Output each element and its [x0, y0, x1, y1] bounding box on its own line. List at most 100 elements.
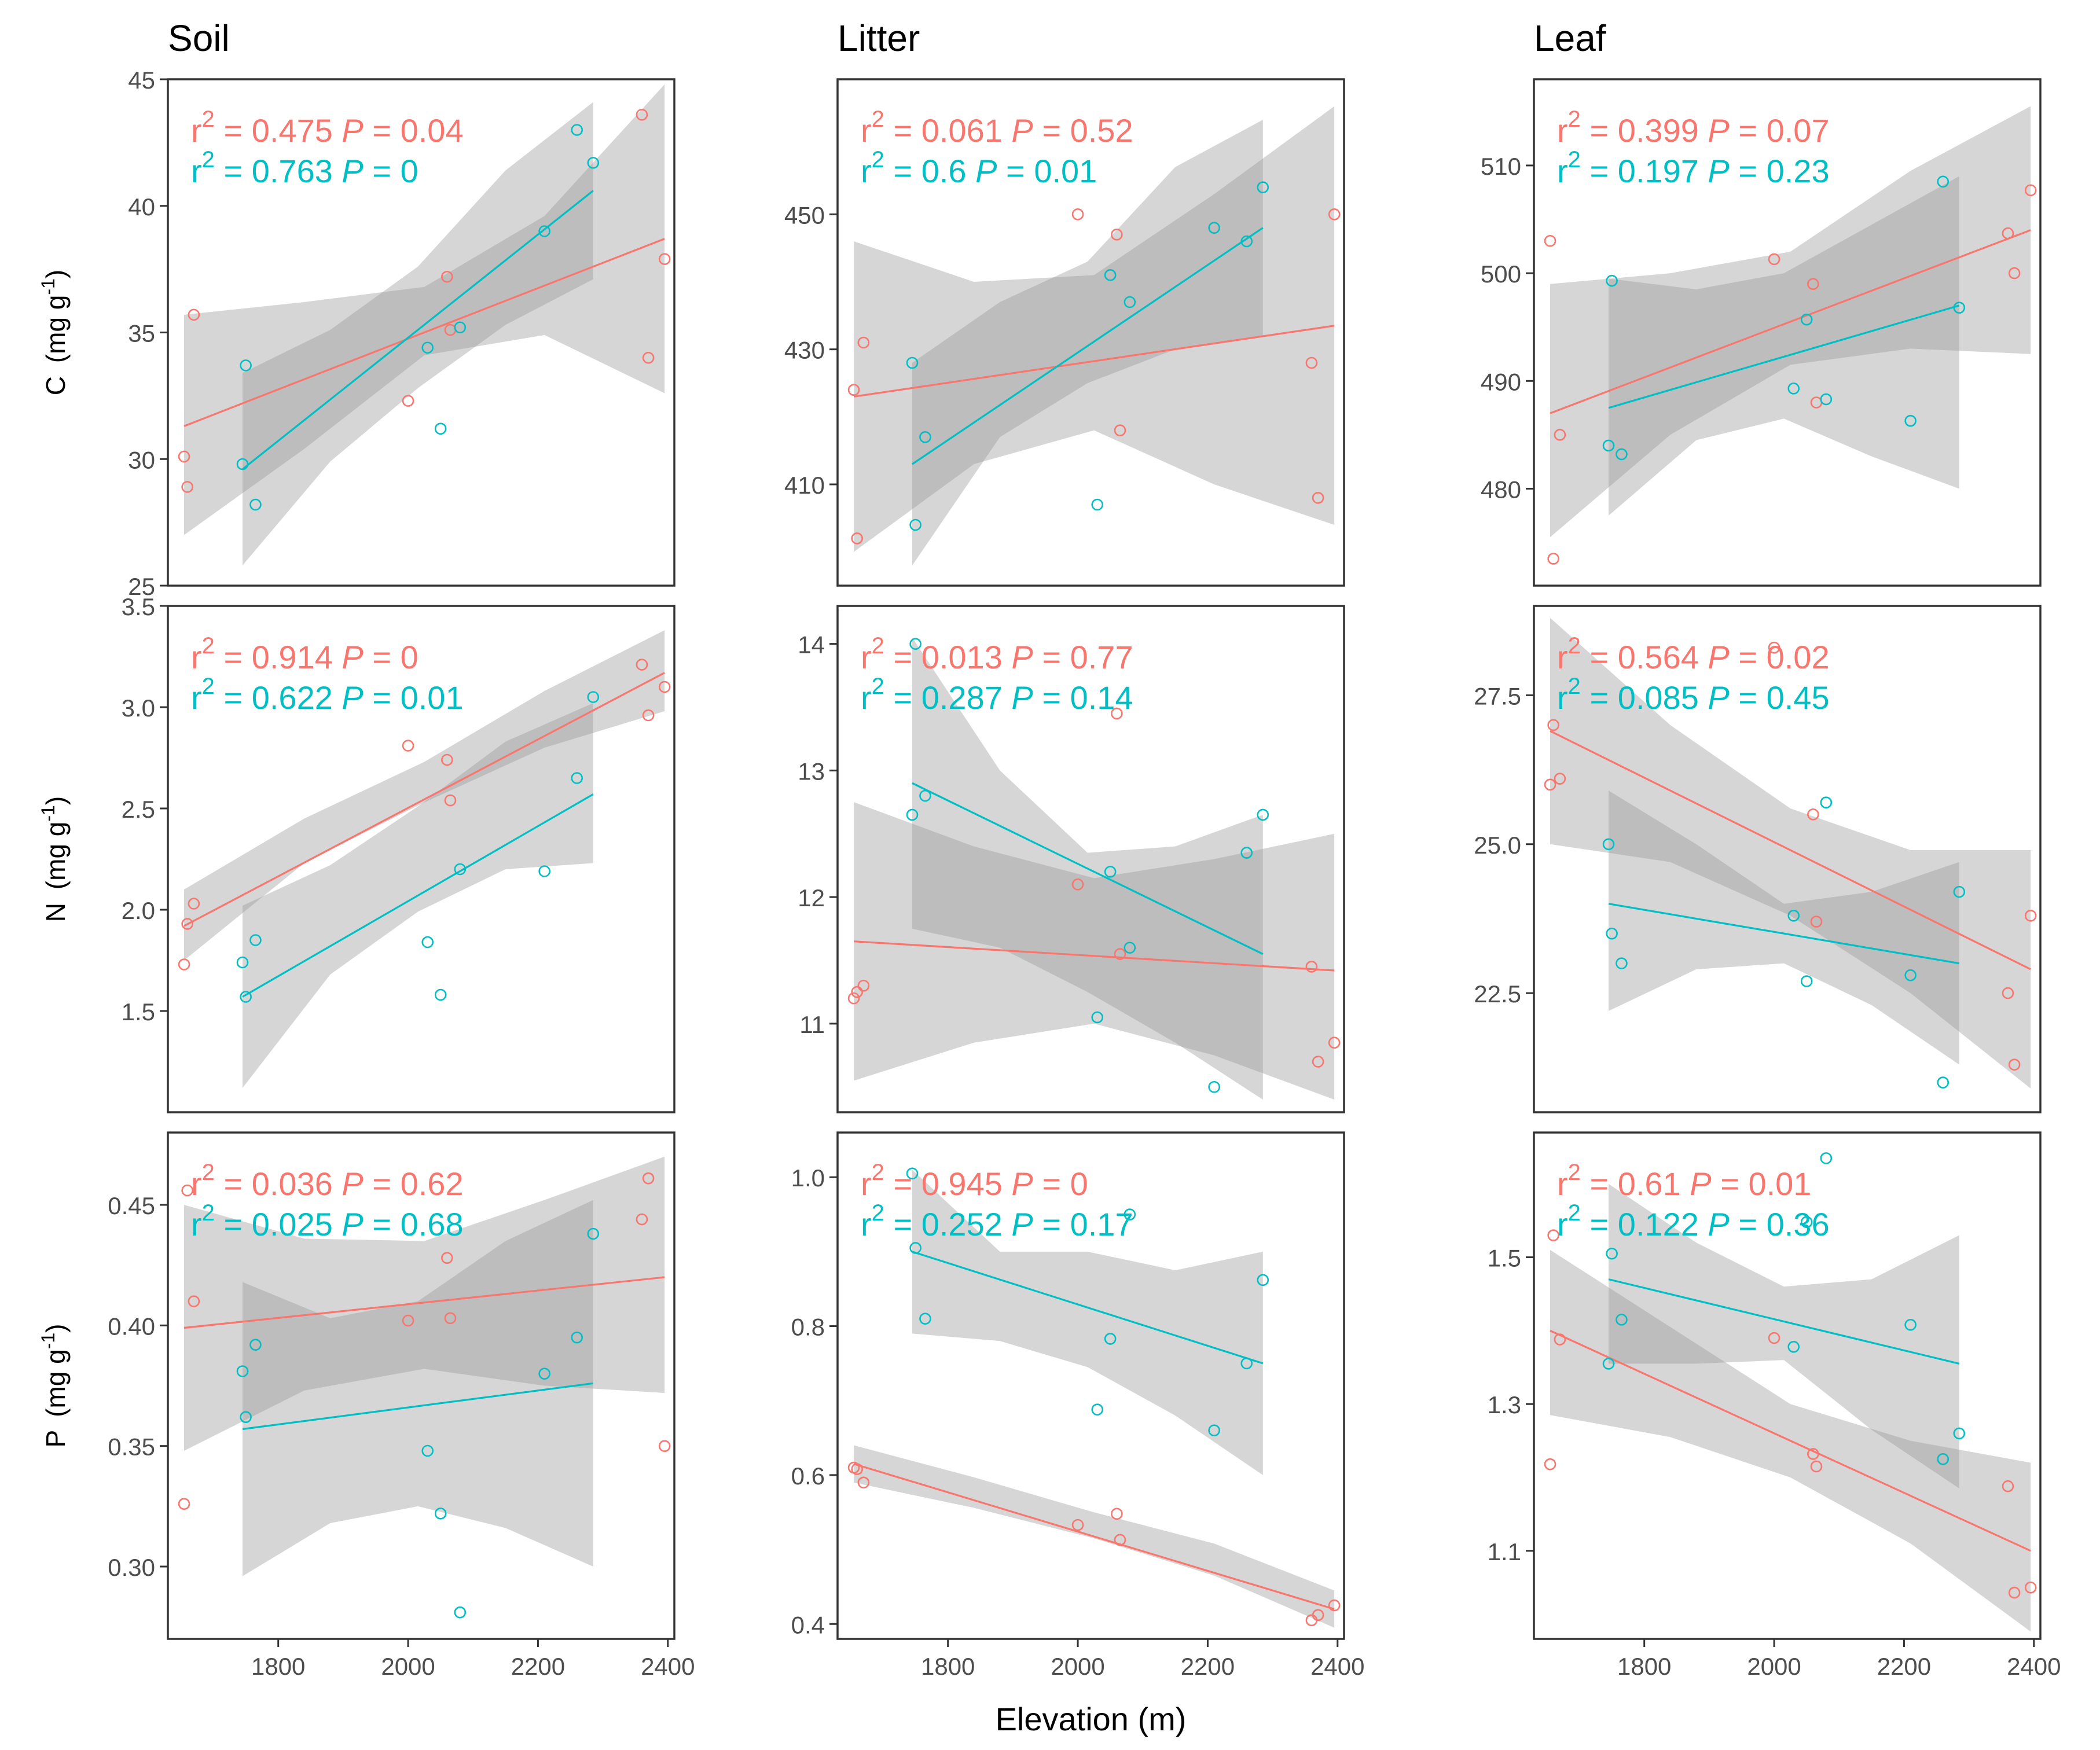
stat-p: P [342, 153, 363, 189]
data-point-series2 [1616, 1314, 1628, 1326]
data-point-series1 [1071, 208, 1084, 220]
stat-r-exponent: 2 [1568, 147, 1581, 172]
data-point-series2 [1937, 1453, 1950, 1465]
data-point-series2 [454, 863, 467, 876]
data-point-series1 [658, 681, 671, 693]
stat-p-value: = 0.62 [364, 1166, 464, 1202]
regression-line-series2 [1608, 304, 1960, 409]
column-title-soil: Soil [168, 17, 230, 59]
stat-p-value: = 0.07 [1730, 112, 1830, 149]
stat-r: r [861, 1206, 872, 1242]
data-point-series1 [441, 270, 453, 283]
data-point-series2 [571, 124, 583, 136]
x-tick-label: 2200 [1877, 1653, 1931, 1680]
data-point-series1 [1768, 253, 1780, 266]
stat-p-value: = 0.01 [997, 153, 1097, 189]
data-point-series2 [434, 988, 447, 1001]
data-point-series1 [2008, 267, 2021, 280]
data-point-series1 [1554, 429, 1566, 441]
data-point-series2 [1257, 808, 1269, 821]
stat-r-exponent: 2 [202, 1160, 215, 1185]
plot-area [847, 637, 1341, 1100]
stat-r2-value: = 0.763 [215, 153, 342, 189]
data-point-series2 [919, 789, 931, 802]
y-label-close: ) [41, 796, 71, 805]
stat-r: r [191, 153, 202, 189]
y-label-unit: (mg g [41, 822, 71, 890]
x-tick-label: 2000 [1747, 1653, 1801, 1680]
data-point-series1 [642, 709, 655, 722]
data-point-series1 [658, 253, 671, 265]
stat-p: P [342, 1206, 363, 1242]
data-point-series1 [642, 1172, 655, 1185]
stat-p: P [1708, 153, 1729, 189]
regression-line-series1 [853, 325, 1335, 398]
data-point-series2 [571, 1331, 583, 1344]
y-tick-label: 1.1 [1488, 1538, 1521, 1565]
data-point-series1 [188, 308, 200, 321]
panel-n-soil: 1.52.02.53.03.5r2 = 0.914 P = 0r2 = 0.62… [122, 593, 675, 1113]
y-tick-label: 1.5 [122, 998, 155, 1025]
data-point-series1 [1114, 1534, 1126, 1546]
data-point-series2 [1616, 448, 1628, 461]
data-point-series1 [2024, 184, 2037, 197]
stat-p: P [1011, 679, 1033, 716]
data-point-series1 [857, 1476, 870, 1489]
stat-r-exponent: 2 [1568, 1200, 1581, 1226]
stat-p: P [1011, 1166, 1033, 1202]
stat-r: r [1557, 639, 1568, 675]
plot-area [1544, 617, 2037, 1089]
data-point-series1 [1328, 1036, 1341, 1049]
regression-line-series2 [912, 782, 1264, 955]
stat-p: P [342, 679, 363, 716]
stat-r-exponent: 2 [872, 106, 884, 132]
stat-r-exponent: 2 [202, 674, 215, 699]
data-point-series2 [1208, 1080, 1220, 1093]
regression-line-series2 [912, 227, 1264, 465]
regression-line-series2 [1608, 903, 1960, 965]
data-point-series2 [1602, 439, 1615, 452]
data-point-series2 [538, 1367, 550, 1380]
y-tick-label: 30 [128, 446, 155, 473]
stat-r-exponent: 2 [872, 147, 884, 172]
stat-r-exponent: 2 [1568, 674, 1581, 699]
data-point-series2 [1787, 909, 1800, 922]
panel-border [167, 605, 675, 1113]
confidence-band-series2 [912, 1170, 1263, 1475]
data-point-series1 [1554, 773, 1566, 785]
data-point-series1 [2002, 1480, 2014, 1492]
panel-border [1533, 605, 2042, 1113]
stat-p-value: = 0.01 [364, 679, 464, 716]
y-tick-label: 1.5 [1488, 1245, 1521, 1272]
stat-r: r [191, 112, 202, 149]
x-tick-label: 2400 [1310, 1653, 1364, 1680]
data-point-series1 [1305, 356, 1318, 369]
data-point-series1 [1544, 1458, 1556, 1470]
stat-r: r [861, 1166, 872, 1202]
data-point-series2 [538, 865, 550, 877]
regression-line-series1 [1550, 730, 2031, 970]
stat-p-value: = 0.68 [364, 1206, 464, 1242]
y-tick-label: 13 [798, 758, 825, 785]
data-point-series1 [847, 992, 860, 1005]
confidence-band-series2 [1609, 791, 1959, 1065]
panel-border [167, 1131, 675, 1640]
data-point-series1 [444, 1312, 457, 1325]
plot-area [178, 1156, 671, 1619]
data-point-series2 [1616, 957, 1628, 969]
data-point-series1 [2002, 227, 2014, 240]
data-point-series1 [847, 384, 860, 396]
data-point-series1 [1111, 229, 1123, 241]
stat-r: r [1557, 112, 1568, 149]
x-tick-label: 2200 [511, 1653, 565, 1680]
y-tick-label: 12 [798, 884, 825, 911]
data-point-series2 [434, 1508, 447, 1520]
data-point-series1 [1328, 208, 1341, 220]
y-label-close: ) [41, 270, 71, 278]
stat-r2-value: = 0.025 [215, 1206, 342, 1242]
x-tick-label: 2400 [2007, 1653, 2061, 1680]
stat-annotation-series1: r2 = 0.475 P = 0.04 [191, 106, 464, 149]
data-point-series2 [909, 638, 921, 650]
